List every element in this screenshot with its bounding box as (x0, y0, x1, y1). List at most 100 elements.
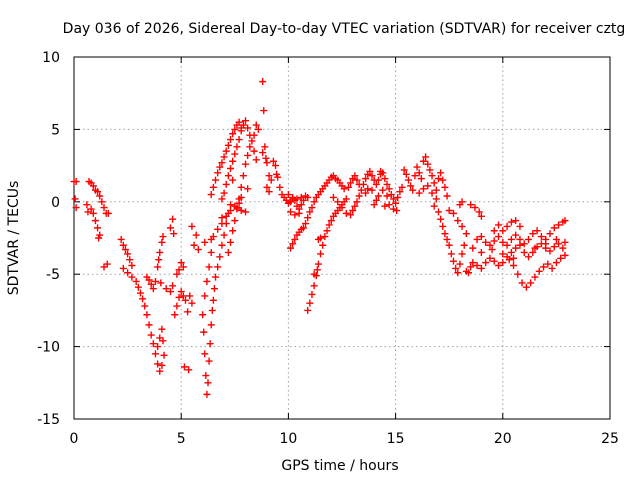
data-point (304, 214, 312, 222)
data-point (231, 217, 239, 225)
data-point (349, 206, 357, 214)
data-point (192, 231, 200, 239)
data-point (302, 220, 310, 228)
data-point (173, 270, 181, 278)
data-point (372, 196, 380, 204)
data-point (561, 251, 569, 259)
data-point (147, 331, 155, 339)
data-point (260, 107, 268, 115)
data-point (419, 185, 427, 193)
data-point (428, 189, 436, 197)
data-point (437, 169, 445, 177)
data-point (212, 273, 220, 281)
data-point (175, 266, 183, 274)
data-point (385, 201, 393, 209)
data-point (417, 175, 425, 183)
data-point (507, 235, 515, 243)
data-point (499, 238, 507, 246)
data-point (207, 248, 215, 256)
data-point (464, 269, 472, 277)
data-point (317, 234, 325, 242)
data-point (169, 215, 177, 223)
data-point (169, 282, 177, 290)
data-point (488, 246, 496, 254)
data-point (145, 276, 153, 284)
data-point (430, 179, 438, 187)
data-point (199, 311, 207, 319)
data-point (222, 147, 230, 155)
data-point (351, 172, 359, 180)
data-point (267, 176, 275, 184)
data-point (147, 280, 155, 288)
data-point (291, 211, 299, 219)
data-point (385, 185, 393, 193)
data-point (158, 238, 166, 246)
data-point (419, 157, 427, 165)
data-point (248, 137, 256, 145)
data-point (218, 241, 226, 249)
data-point (529, 230, 537, 238)
data-point (263, 159, 271, 167)
data-point (477, 264, 485, 272)
data-point (227, 206, 235, 214)
x-tick-label: 25 (601, 431, 619, 447)
data-point (439, 222, 447, 230)
data-point (214, 225, 222, 233)
data-point (239, 121, 247, 129)
data-point (229, 130, 237, 138)
data-point (242, 160, 250, 168)
data-point (224, 141, 232, 149)
data-point (244, 124, 252, 132)
data-point (313, 266, 321, 274)
data-point (205, 357, 213, 365)
data-point (308, 290, 316, 298)
data-point (507, 248, 515, 256)
data-point (194, 246, 202, 254)
data-point (546, 247, 554, 255)
data-point (224, 172, 232, 180)
data-point (537, 240, 545, 248)
data-point (171, 311, 179, 319)
data-point (218, 214, 226, 222)
data-point (319, 241, 327, 249)
data-point (458, 198, 466, 206)
x-tick-label: 10 (279, 431, 297, 447)
data-point (181, 296, 189, 304)
data-point (475, 208, 483, 216)
data-point (512, 244, 520, 252)
data-point (157, 279, 165, 287)
data-point (188, 299, 196, 307)
data-point (214, 263, 222, 271)
data-point (233, 204, 241, 212)
data-point (516, 222, 524, 230)
data-point (327, 217, 335, 225)
data-point (347, 211, 355, 219)
data-point (200, 328, 208, 336)
x-tick-label: 20 (494, 431, 512, 447)
y-tick-label: -10 (37, 340, 60, 356)
data-point (325, 221, 333, 229)
data-point (544, 260, 552, 268)
data-point (205, 263, 213, 271)
data-point (237, 183, 245, 191)
data-point (462, 230, 470, 238)
data-point (231, 125, 239, 133)
data-point (96, 192, 104, 200)
data-point (154, 263, 162, 271)
data-point (383, 180, 391, 188)
data-point (486, 254, 494, 262)
data-point (231, 150, 239, 158)
data-point (482, 238, 490, 246)
data-point (512, 217, 520, 225)
data-point (342, 209, 350, 217)
data-point (206, 340, 214, 348)
data-point (89, 182, 97, 190)
data-point (166, 288, 174, 296)
data-point (259, 149, 267, 157)
data-point (94, 188, 102, 196)
data-point (542, 244, 550, 252)
data-point (158, 361, 166, 369)
data-point (83, 201, 91, 209)
data-point (394, 193, 402, 201)
data-point (340, 185, 348, 193)
